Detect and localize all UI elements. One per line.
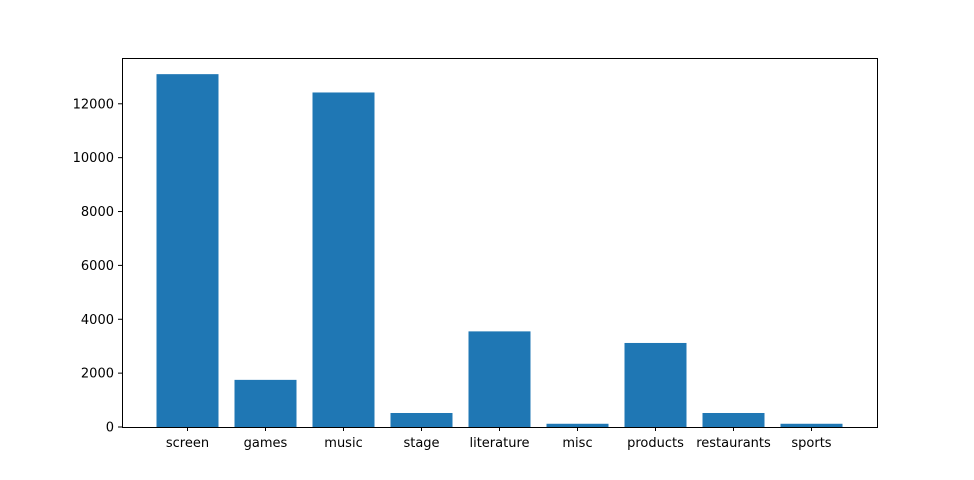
x-tick-label-products: products — [627, 436, 684, 451]
y-tick-label-0: 0 — [106, 421, 114, 436]
y-tick-label-2000: 2000 — [81, 367, 114, 382]
plot-frame — [122, 58, 878, 428]
y-axis: 0 2000 4000 6000 8000 10000 12000 — [73, 97, 122, 436]
bar-restaurants — [702, 412, 765, 427]
bar-products — [624, 342, 687, 427]
bar-sports — [780, 423, 843, 427]
bar-music — [312, 92, 375, 427]
y-tick-label-6000: 6000 — [81, 259, 114, 274]
bar-screen — [156, 74, 219, 427]
bar-literature — [468, 331, 531, 427]
bar-games — [234, 379, 297, 427]
x-tick-label-sports: sports — [791, 436, 831, 451]
x-tick-label-stage: stage — [403, 436, 439, 451]
y-tick-label-12000: 12000 — [73, 97, 114, 112]
x-tick-label-music: music — [324, 436, 362, 451]
y-tick-label-8000: 8000 — [81, 205, 114, 220]
bar-misc — [546, 423, 609, 427]
x-tick-label-misc: misc — [562, 436, 592, 451]
x-tick-label-games: games — [244, 436, 288, 451]
bars-group — [156, 74, 843, 427]
x-axis: screen games music stage literature misc produ… — [166, 427, 832, 451]
bar-stage — [390, 412, 453, 427]
y-tick-label-10000: 10000 — [73, 151, 114, 166]
x-tick-label-literature: literature — [469, 436, 529, 451]
x-tick-label-screen: screen — [166, 436, 209, 451]
y-tick-label-4000: 4000 — [81, 313, 114, 328]
x-tick-label-restaurants: restaurants — [696, 436, 771, 451]
